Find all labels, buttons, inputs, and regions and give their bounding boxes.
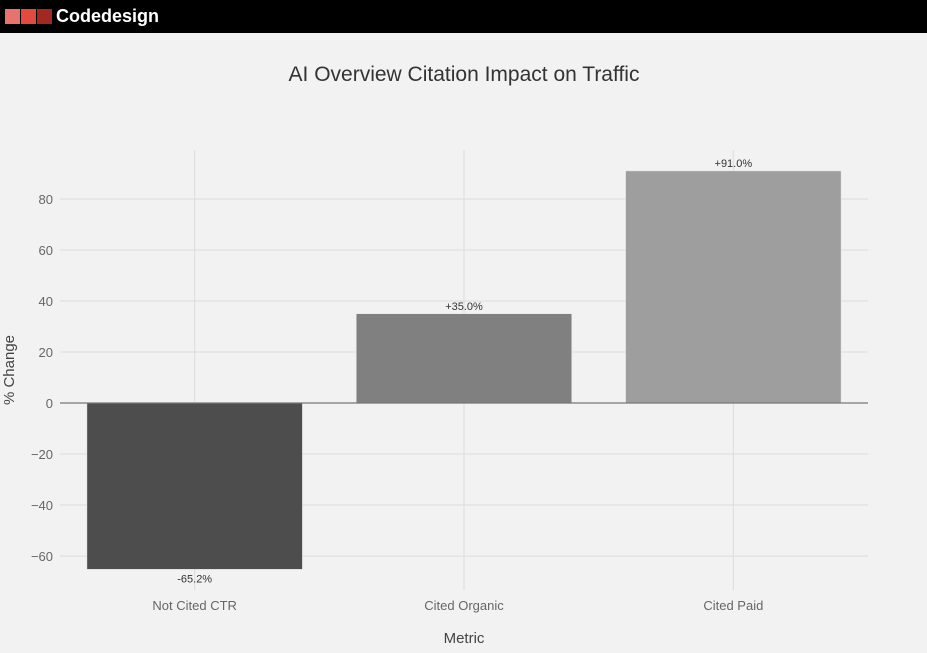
y-axis-title: % Change (1, 335, 18, 405)
data-label: +91.0% (715, 158, 753, 170)
x-tick-label: Cited Organic (424, 598, 504, 613)
bar (86, 402, 303, 570)
y-tick-label: −20 (31, 447, 53, 462)
y-tick-label: 40 (39, 294, 53, 309)
y-tick-label: 20 (39, 345, 53, 360)
y-tick-label: 60 (39, 243, 53, 258)
bar (625, 170, 842, 404)
chart-title: AI Overview Citation Impact on Traffic (289, 63, 640, 86)
y-tick-label: 0 (46, 396, 53, 411)
brand-name: Codedesign (56, 6, 160, 26)
data-label: +35.0% (445, 301, 483, 313)
logo-square-2 (21, 9, 36, 24)
x-axis-title: Metric (444, 630, 485, 647)
x-tick-label: Not Cited CTR (152, 598, 237, 613)
logo-square-3 (37, 9, 52, 24)
bar (356, 313, 572, 404)
y-tick-label: −60 (31, 549, 53, 564)
y-tick-label: 80 (39, 192, 53, 207)
top-bar: Codedesign (0, 0, 927, 33)
x-tick-label: Cited Paid (703, 598, 763, 613)
y-tick-label: −40 (31, 498, 53, 513)
data-label: -65.2% (177, 573, 212, 585)
logo-square-1 (5, 9, 20, 24)
